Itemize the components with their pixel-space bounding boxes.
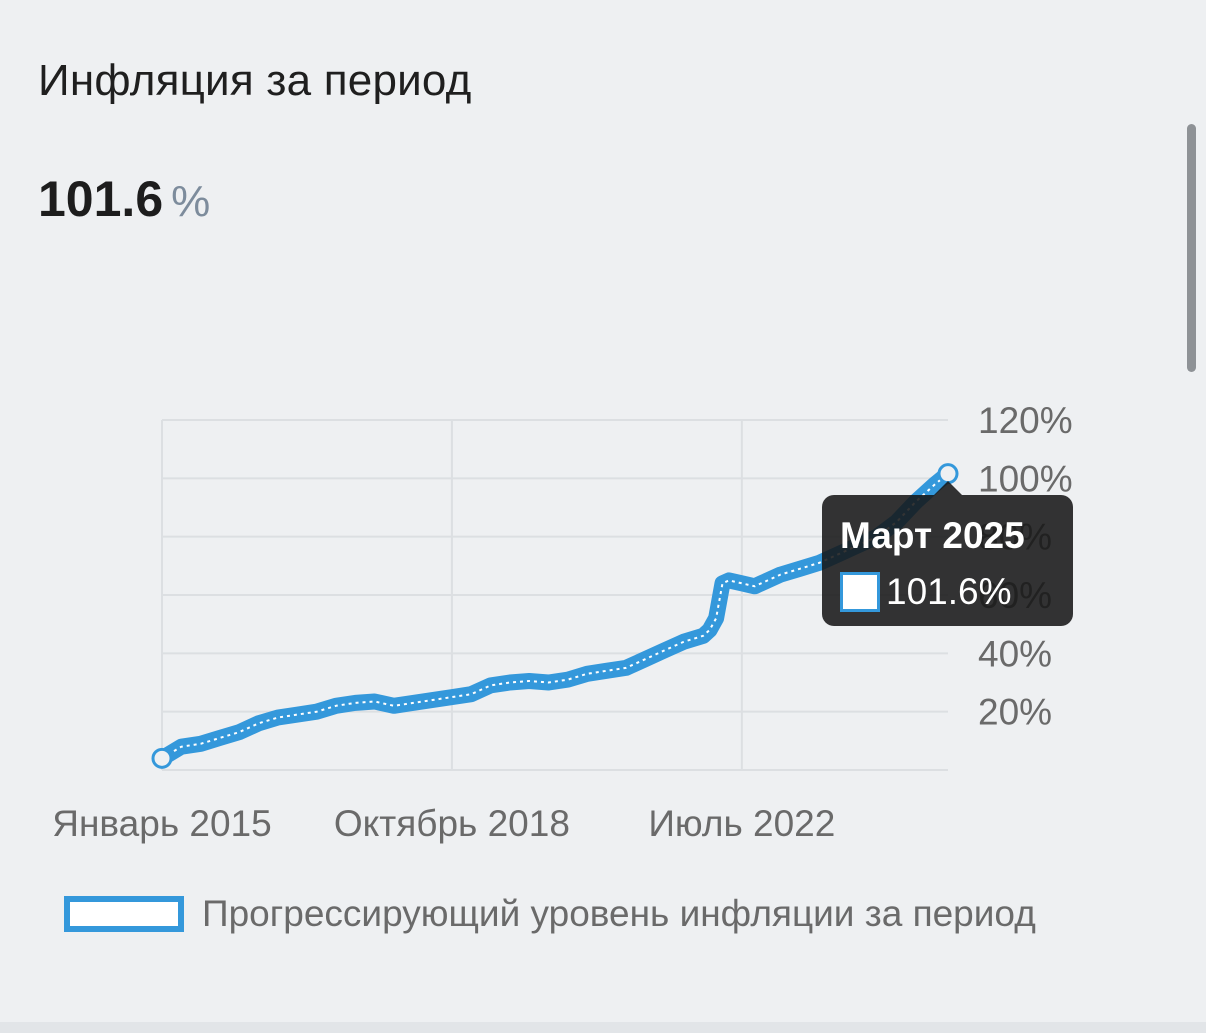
tooltip-row: 101.6% [840,571,1073,613]
x-axis-labels: Январь 2015 Октябрь 2018 Июль 2022 [52,803,835,844]
inflation-unit: % [171,177,211,226]
data-point-last [937,463,959,485]
tooltip-swatch [840,572,880,612]
tooltip-value: 101.6% [886,571,1012,612]
grid-lines [161,419,948,771]
chart-legend[interactable]: Прогрессирующий уровень инфляции за пери… [64,893,1036,935]
page-title: Инфляция за период [38,56,472,105]
y-tick-label-4: 100% [978,458,1073,499]
series-line-layer [154,465,956,767]
scrollbar[interactable] [1187,124,1196,372]
chart-tooltip: Март 2025 101.6% [822,481,1073,626]
x-tick-label-0: Январь 2015 [52,803,271,844]
y-tick-label-0: 20% [978,692,1052,733]
x-tick-label-1: Октябрь 2018 [334,803,570,844]
tooltip-title: Март 2025 [840,515,1025,556]
series-line-highlight-0 [161,472,949,760]
inflation-line-chart[interactable]: 20%40%60%80%100%120% Январь 2015Октябрь … [0,0,1206,880]
x-tick-label-2: Июль 2022 [648,803,835,844]
data-point-first [151,747,173,769]
legend-label[interactable]: Прогрессирующий уровень инфляции за пери… [202,893,1036,934]
y-tick-label-5: 120% [978,400,1073,441]
y-tick-label-1: 40% [978,633,1052,674]
bottom-divider [0,1022,1206,1033]
tooltip-arrow [934,481,962,495]
inflation-value: 101.6 [38,171,164,227]
legend-swatch[interactable] [64,896,184,932]
inflation-summary: 101.6% [38,170,210,228]
